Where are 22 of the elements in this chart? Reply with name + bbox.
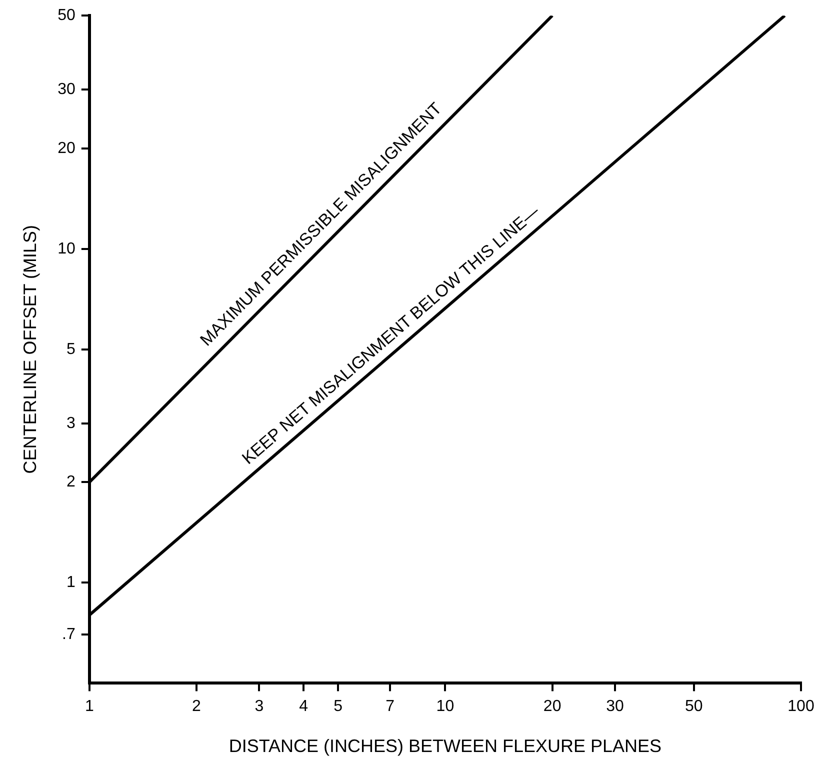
x-tick-label: 20	[543, 698, 562, 716]
x-tick-label: 3	[254, 698, 264, 716]
x-tick-label: 30	[606, 698, 624, 716]
x-tick-label: 10	[436, 698, 454, 716]
y-tick-label: 2	[66, 474, 76, 491]
y-tick-label: 10	[58, 240, 76, 258]
y-tick-label: 50	[58, 7, 76, 24]
y-tick-label: 20	[58, 140, 76, 157]
y-tick-label: 5	[66, 340, 76, 358]
y-axis-title: CENTERLINE OFFSET (MILS)	[20, 225, 40, 474]
y-tick-label: 1	[66, 574, 76, 592]
x-tick-label: 1	[84, 698, 94, 716]
x-tick-label: 2	[192, 698, 202, 716]
x-tick-label: 7	[386, 698, 395, 716]
y-tick-label: .7	[62, 626, 76, 643]
x-axis-title: DISTANCE (INCHES) BETWEEN FLEXURE PLANES	[228, 736, 662, 756]
x-tick-label: 50	[684, 698, 703, 716]
y-tick-label: 30	[58, 81, 76, 98]
x-tick-label: 100	[788, 698, 814, 716]
x-tick-label: 4	[299, 698, 308, 716]
y-tick-label: 3	[66, 414, 76, 432]
x-tick-label: 5	[334, 698, 343, 716]
